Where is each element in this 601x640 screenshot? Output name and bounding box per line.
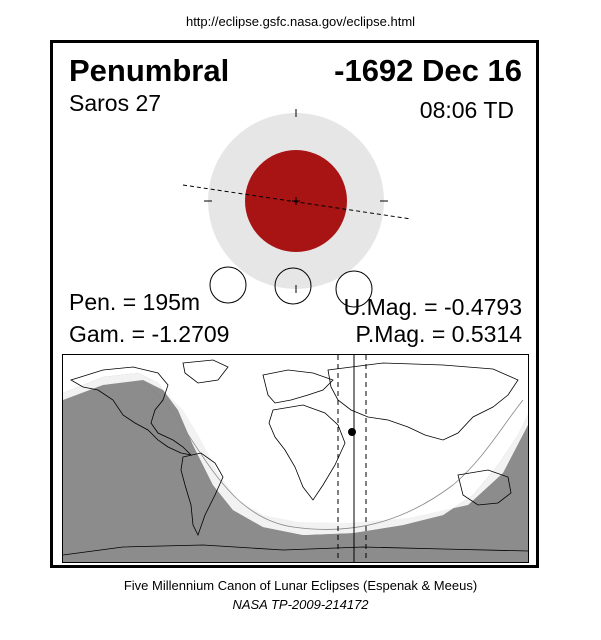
canon-citation: Five Millennium Canon of Lunar Eclipses … bbox=[123, 578, 478, 593]
continent-north-america bbox=[70, 366, 193, 456]
moon-position-1 bbox=[209, 266, 247, 304]
eclipse-date: -1692 Dec 16 bbox=[334, 53, 522, 88]
nasa-publication: NASA TP-2009-214172 bbox=[232, 597, 369, 612]
saros-number: Saros 27 bbox=[69, 90, 162, 116]
umbral-magnitude: U.Mag. = -0.4793 bbox=[343, 294, 522, 320]
continent-greenland bbox=[182, 359, 229, 384]
moon-position-3 bbox=[335, 270, 373, 308]
eclipse-geometry-diagram bbox=[182, 109, 412, 308]
moon-path-line bbox=[182, 184, 412, 220]
continent-south-america bbox=[180, 452, 224, 537]
eclipse-time: 08:06 TD bbox=[419, 97, 514, 123]
continent-antarctica bbox=[63, 544, 528, 556]
continent-australia bbox=[457, 469, 512, 506]
penumbral-duration: Pen. = 195m bbox=[69, 289, 201, 315]
eclipse-panel: Penumbral -1692 Dec 16 Saros 27 08:06 TD… bbox=[50, 40, 539, 568]
world-map bbox=[62, 354, 529, 563]
night-region-west bbox=[63, 373, 528, 562]
visibility-curve bbox=[142, 382, 524, 530]
moon-position-2 bbox=[274, 267, 312, 305]
sub-lunar-point bbox=[348, 428, 356, 436]
penumbral-magnitude: P.Mag. = 0.5314 bbox=[355, 321, 522, 347]
continent-europe bbox=[262, 369, 334, 404]
eclipse-type: Penumbral bbox=[69, 53, 230, 88]
visibility-map bbox=[63, 355, 528, 562]
continent-africa bbox=[268, 404, 346, 501]
continent-asia bbox=[327, 362, 519, 441]
source-url: http://eclipse.gsfc.nasa.gov/eclipse.htm… bbox=[185, 14, 416, 29]
gamma-value: Gam. = -1.2709 bbox=[69, 321, 230, 347]
